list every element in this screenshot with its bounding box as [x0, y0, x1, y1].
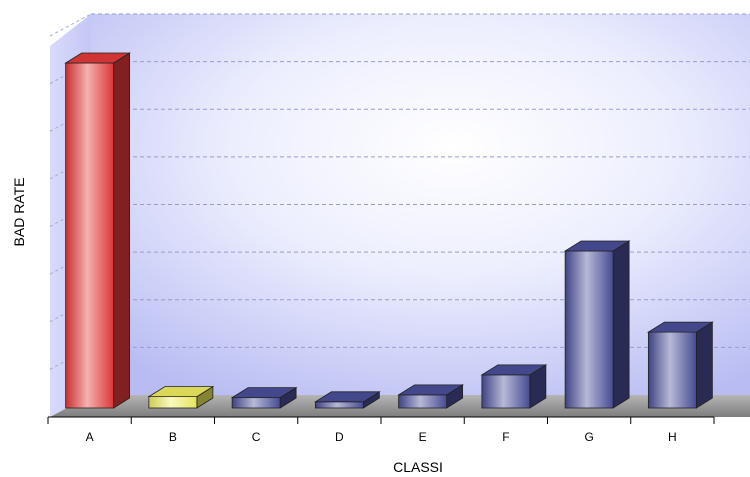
- side-gridline: [49, 13, 92, 37]
- bar-side: [695, 321, 713, 409]
- bar-front: [481, 374, 531, 409]
- x-tick-label: E: [419, 430, 427, 444]
- bar-top: [64, 52, 132, 64]
- x-tick-label: D: [335, 430, 344, 444]
- bar-side: [612, 240, 630, 409]
- bar-top: [397, 384, 465, 396]
- x-tick-labels: A B C D E F G H: [86, 430, 677, 444]
- bar-side: [113, 52, 131, 409]
- bar-front: [148, 396, 198, 409]
- bars: [64, 52, 714, 409]
- bar-front: [647, 331, 697, 409]
- bar-top: [147, 386, 215, 398]
- x-tick-label: A: [86, 430, 94, 444]
- bar-front: [314, 401, 364, 409]
- x-tick-label: B: [169, 430, 177, 444]
- bar-top: [646, 321, 714, 333]
- x-tick-label: F: [502, 430, 509, 444]
- bar-h: [646, 321, 714, 409]
- x-axis-title: CLASSI: [393, 459, 443, 475]
- bar-front: [65, 62, 115, 409]
- x-axis-ticks: [47, 417, 715, 424]
- bar-top: [563, 240, 631, 252]
- bar-g: [563, 240, 631, 409]
- bar-d: [313, 391, 381, 409]
- bar-front: [398, 394, 448, 409]
- x-tick-label: H: [668, 430, 677, 444]
- bar-top: [313, 391, 381, 403]
- x-tick-label: G: [584, 430, 593, 444]
- chart-backdrop: [48, 13, 750, 418]
- bar-b: [147, 385, 215, 409]
- bar-a: [64, 52, 132, 409]
- bar-c: [230, 386, 298, 409]
- bar-f: [480, 364, 548, 409]
- bar-front: [231, 397, 281, 409]
- bar-front: [564, 250, 614, 409]
- bar-e: [397, 384, 465, 409]
- x-tick-label: C: [252, 430, 261, 444]
- bar-top: [480, 364, 548, 376]
- bar-top: [230, 387, 298, 399]
- y-axis-title: BAD RATE: [11, 178, 27, 247]
